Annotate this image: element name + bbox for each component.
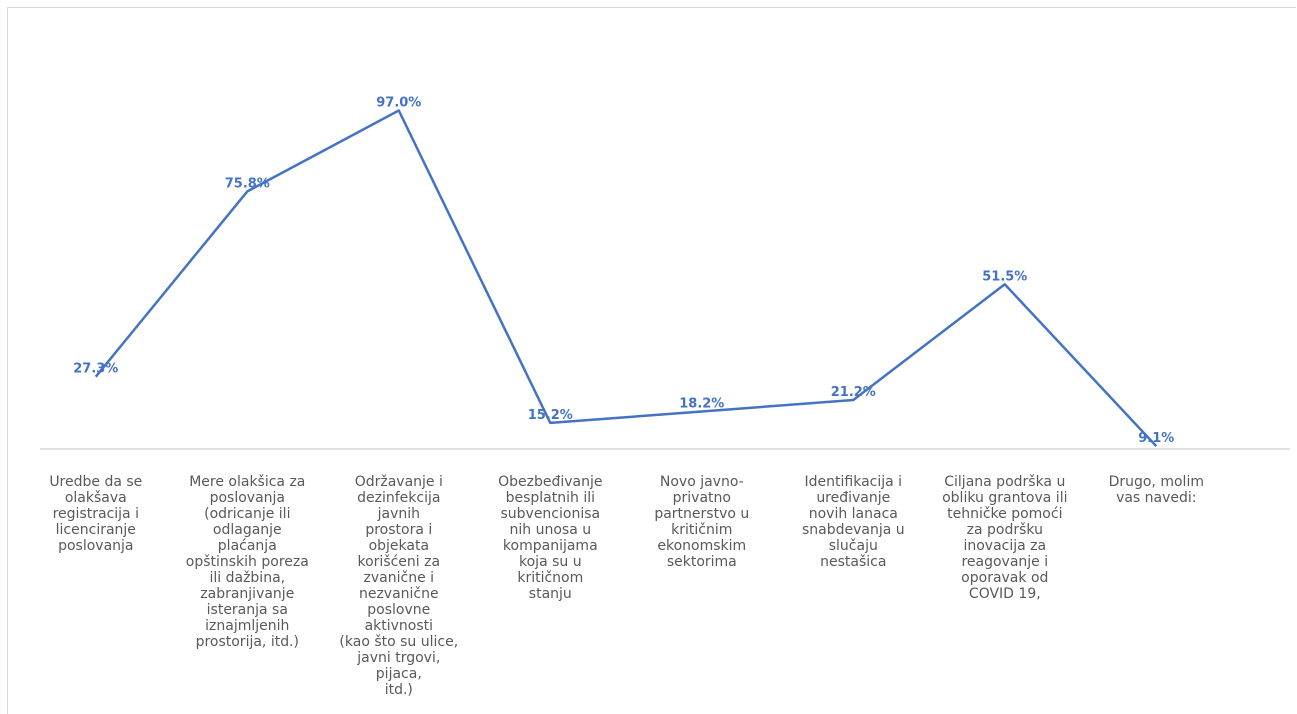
data-label-6: 21.2%	[831, 385, 876, 400]
data-label-3: 97.0%	[376, 96, 421, 111]
series-line	[94, 109, 1158, 448]
category-label-7: Ciljana podrška u obliku grantova ili te…	[942, 474, 1068, 602]
chart-frame	[7, 7, 1296, 714]
category-label-8: Drugo, molim vas navedi:	[1108, 474, 1204, 506]
category-label-1: Uredbe da se olakšava registracija i lic…	[49, 474, 143, 554]
data-labels-group: 27.3% 75.8% 97.0% 15.2% 18.2% 21.2% 51.5% 9.1%	[73, 96, 1174, 447]
data-label-8: 9.1%	[1138, 431, 1174, 446]
category-label-6: Identifikacija i uređivanje novih lanaca…	[801, 474, 905, 570]
category-label-5: Novo javno- privatno partnerstvo u kriti…	[654, 474, 750, 570]
data-label-5: 18.2%	[679, 397, 724, 412]
category-label-2: Mere olakšica za poslovanja (odricanje i…	[185, 474, 309, 650]
category-label-3: Održavanje i dezinfekcija javnih prostor…	[339, 474, 459, 698]
data-label-7: 51.5%	[982, 269, 1027, 284]
data-label-4: 15.2%	[528, 408, 573, 423]
data-label-2: 75.8%	[225, 176, 270, 191]
category-label-4: Obezbeđivanje besplatnih ili subvencioni…	[498, 474, 603, 602]
data-label-1: 27.3%	[73, 362, 118, 377]
